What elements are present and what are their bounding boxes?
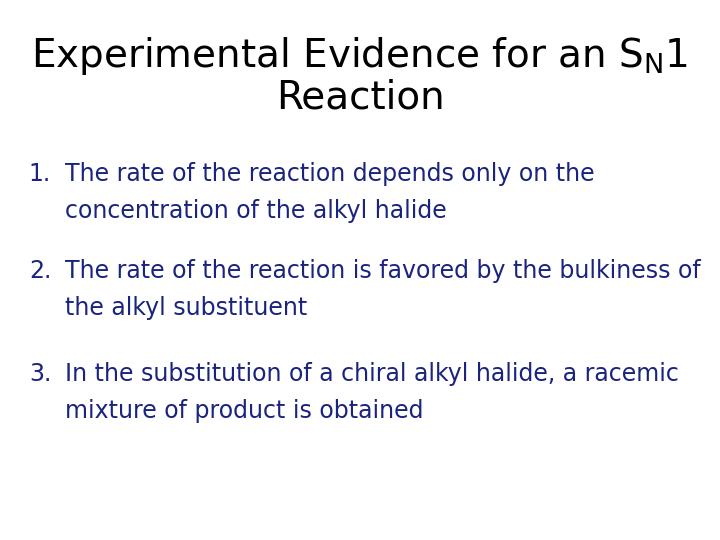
Text: mixture of product is obtained: mixture of product is obtained — [65, 399, 423, 422]
Text: The rate of the reaction depends only on the: The rate of the reaction depends only on… — [65, 162, 595, 186]
Text: Experimental Evidence for an $\mathregular{S_N}$1: Experimental Evidence for an $\mathregul… — [32, 35, 688, 77]
Text: The rate of the reaction is favored by the bulkiness of: The rate of the reaction is favored by t… — [65, 259, 701, 283]
Text: concentration of the alkyl halide: concentration of the alkyl halide — [65, 199, 446, 222]
Text: Reaction: Reaction — [276, 78, 444, 116]
Text: In the substitution of a chiral alkyl halide, a racemic: In the substitution of a chiral alkyl ha… — [65, 362, 679, 386]
Text: the alkyl substituent: the alkyl substituent — [65, 296, 307, 320]
Text: 1.: 1. — [29, 162, 51, 186]
Text: 3.: 3. — [29, 362, 51, 386]
Text: 2.: 2. — [29, 259, 51, 283]
